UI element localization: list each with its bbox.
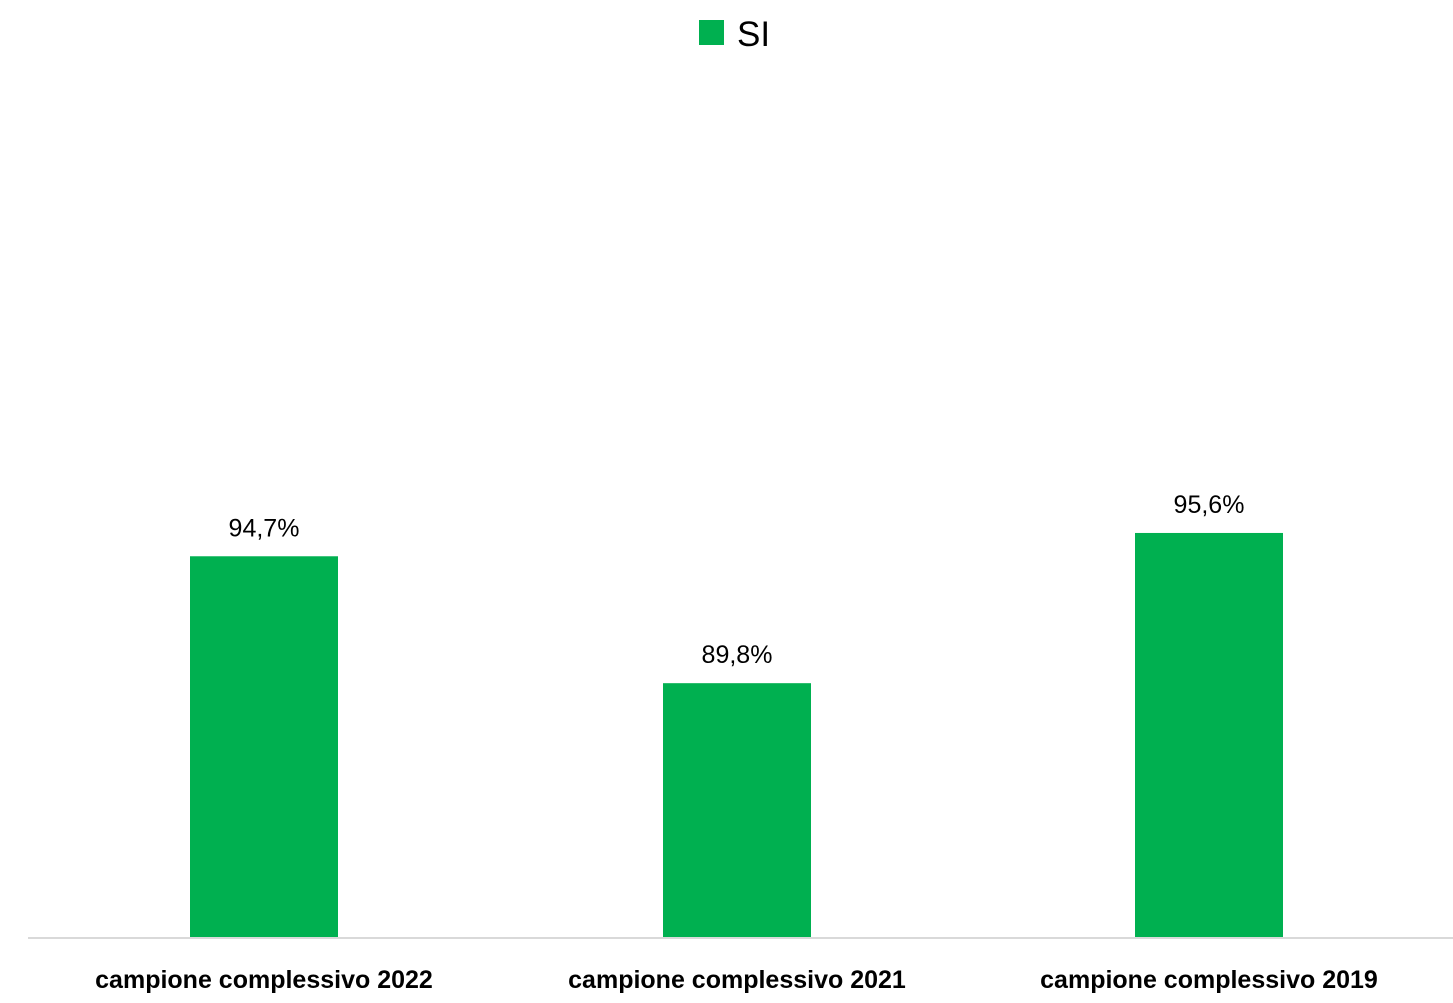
data-label-3: 95,6% [1174,491,1245,519]
value-labels-group: 94,7% 89,8% 95,6% [229,491,1245,669]
bars-group [190,532,1283,937]
legend-label-si: SI [737,15,770,54]
x-axis-tick-labels: campione complessivo 2022 campione comple… [95,966,1378,994]
bar-2 [663,683,811,937]
x-tick-label-2: campione complessivo 2021 [568,966,906,994]
data-label-2: 89,8% [702,641,773,669]
legend-swatch-si [699,20,724,45]
x-tick-label-3: campione complessivo 2019 [1040,966,1378,994]
legend: SI [699,15,770,54]
bar-1 [190,556,338,937]
data-label-1: 94,7% [229,514,300,542]
x-tick-label-1: campione complessivo 2022 [95,966,433,994]
bar-3 [1135,532,1283,937]
